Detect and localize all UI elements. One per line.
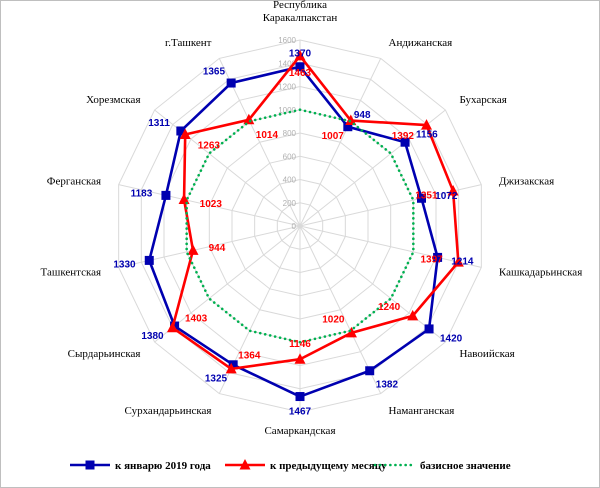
marker-square [424,324,434,334]
tick-label: 1200 [278,83,296,92]
legend: к январю 2019 года к предыдущему месяцу ба… [70,459,511,472]
data-label: 1467 [289,407,312,418]
tick-label: 200 [283,199,297,208]
marker-triangle [345,326,357,338]
grid-spoke [299,225,446,343]
data-label: 1325 [205,373,228,384]
legend-entry-label: к январю 2019 года [115,460,211,472]
data-label: 1365 [203,66,226,77]
legend-entry-label: к предыдущему месяцу [270,460,387,472]
series-layer [144,49,464,402]
data-label: 1380 [141,331,164,342]
marker-triangle [178,193,190,205]
legend-entry-label: базисное значение [420,460,511,472]
marker-square [144,255,154,265]
grid-spoke [299,58,382,227]
legend-marker-triangle [239,459,251,470]
marker-triangle [179,128,191,139]
marker-square [365,366,375,376]
marker-triangle [447,185,459,196]
category-label: Ташкентская [41,266,102,278]
data-label: 1397 [420,255,443,266]
data-label: 1382 [376,379,399,390]
tick-label: 800 [283,129,297,138]
category-label: Наманганская [389,405,455,417]
series-line-1 [171,54,460,371]
marker-square [295,62,305,72]
data-label: 1240 [378,302,401,313]
category-label: Кашкадарьинская [499,266,582,278]
marker-triangle [187,244,199,255]
marker-triangle [407,309,419,321]
data-label: 1007 [322,131,345,142]
marker-triangle [243,113,255,125]
marker-triangle [225,362,237,374]
marker-square [295,392,305,402]
data-label: 944 [209,243,226,254]
data-label: 1463 [289,68,312,79]
series-line-2 [185,108,415,344]
marker-square [416,193,426,203]
marker-triangle [452,256,464,267]
category-label-line: Республика [273,0,327,11]
marker-square [161,190,171,200]
data-label: 1392 [392,131,415,142]
category-label: Хорезмская [86,94,140,106]
value-labels: 1370 948 1156 1072 1214 1420 1382 1467 1325 1380 1… [113,49,474,418]
data-label: 1330 [113,260,136,271]
tick-label: 400 [283,176,297,185]
tick-label: 0 [292,222,297,231]
marker-square [343,122,353,132]
legend-marker-square [85,460,95,470]
category-label: Республика Каракалпакстан [263,0,338,24]
category-label: Джизакская [499,176,554,188]
data-label: 1351 [415,191,438,202]
data-label: 1023 [200,199,223,210]
tick-label: 1400 [278,59,296,68]
grid-spoke [118,184,301,227]
category-label: Сурхандарьинская [125,405,212,417]
data-label: 1156 [416,129,438,140]
tick-label: 1000 [278,106,296,115]
grid-spoke [299,225,482,268]
tick-label: 600 [283,152,297,161]
radial-tick-labels: 0 200 400 600 800 1000 1200 1400 1600 [278,36,296,231]
category-label: Самаркандская [264,425,335,437]
grid-spoke [299,225,382,394]
category-labels: Республика Каракалпакстан Андижанская Бухар… [41,0,583,437]
marker-triangle [166,321,178,333]
data-label: 1214 [451,257,474,268]
tick-label: 1600 [278,36,296,45]
data-label: 1014 [256,130,279,141]
marker-square [228,360,238,370]
category-label-line: Каракалпакстан [263,12,338,24]
marker-square [433,252,443,262]
marker-square [226,78,236,88]
radar-grid [118,39,482,413]
data-label: 1183 [131,188,153,199]
category-label: Ферганская [47,176,101,188]
marker-triangle [294,49,306,61]
marker-square [400,137,410,147]
marker-square [176,126,186,136]
category-label: Сырдарьинская [68,348,141,360]
data-label: 1403 [185,314,208,325]
data-label: 1420 [440,334,463,345]
data-label: 1263 [198,140,221,151]
data-label: 1146 [289,339,311,350]
category-label: Навоийская [459,348,514,360]
category-label: г.Ташкент [165,37,212,49]
marker-triangle [294,353,306,364]
data-label: 1020 [322,314,345,325]
marker-triangle [345,114,357,126]
category-label: Бухарская [459,94,506,106]
data-label: 1364 [238,350,261,361]
marker-triangle [421,119,433,130]
data-label: 1370 [289,49,312,60]
category-label: Андижанская [389,37,453,49]
data-label: 1072 [435,191,458,202]
data-label: 948 [354,110,371,121]
data-label: 1311 [148,118,170,129]
